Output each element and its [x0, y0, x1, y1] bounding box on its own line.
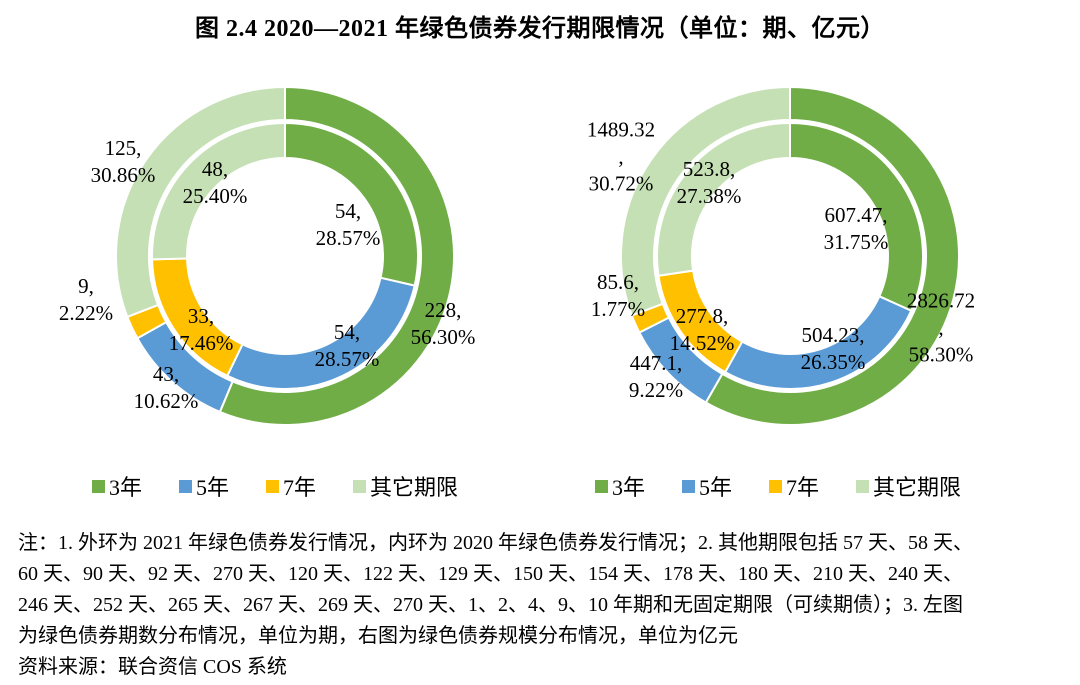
- legend-label-7y: 7年: [283, 475, 317, 500]
- legend-swatch-7y-icon: [266, 479, 280, 493]
- donut-slice-outer-3: [620, 85, 791, 317]
- data-label-right-3y-outer: 2826.72 , 58.30%: [906, 288, 976, 367]
- legend-swatch-other-icon: [353, 479, 367, 493]
- donut-chart-issue-amounts: [620, 85, 960, 426]
- data-label-left-3y-outer: 228, 56.30%: [410, 298, 476, 349]
- data-label-left-7y-outer: 9, 2.22%: [58, 274, 114, 325]
- legend-swatch-3y-icon: [595, 479, 608, 493]
- legend-right: 3年 5年 7年 其它期限: [595, 470, 961, 502]
- legend-label-3y: 3年: [612, 475, 646, 500]
- donut-chart-issue-counts: [115, 85, 455, 426]
- legend-label-3y: 3年: [109, 475, 143, 500]
- footnote-line: 注：1. 外环为 2021 年绿色债券发行情况，内环为 2020 年绿色债券发行…: [18, 532, 973, 554]
- data-label-right-5y-inner: 504.23, 26.35%: [800, 323, 866, 374]
- donut-slice-inner-3: [151, 121, 286, 261]
- legend-swatch-7y-icon: [769, 479, 783, 493]
- legend-item-other: 其它期限: [856, 470, 961, 502]
- legend-item-other: 其它期限: [353, 470, 458, 502]
- legend-label-other: 其它期限: [370, 475, 459, 500]
- donut-slice-outer-0: [218, 85, 455, 426]
- legend-label-other: 其它期限: [873, 475, 962, 500]
- donut-slice-outer-0: [704, 85, 960, 426]
- data-label-left-5y-inner: 54, 28.57%: [314, 320, 380, 371]
- footnote-line: 为绿色债券期数分布情况，单位为期，右图为绿色债券规模分布情况，单位为亿元: [18, 625, 738, 647]
- data-label-left-other-outer: 125, 30.86%: [90, 136, 156, 187]
- data-label-left-7y-inner: 33, 17.46%: [168, 304, 234, 355]
- data-label-right-7y-outer: 85.6, 1.77%: [590, 270, 646, 321]
- data-label-right-other-outer: 1489.32 , 30.72%: [586, 117, 656, 196]
- data-label-right-3y-inner: 607.47, 31.75%: [823, 203, 889, 254]
- footnote-line: 60 天、90 天、92 天、270 天、120 天、122 天、129 天、1…: [18, 563, 963, 585]
- footnotes: 注：1. 外环为 2021 年绿色债券发行情况，内环为 2020 年绿色债券发行…: [18, 528, 1076, 683]
- legend-label-5y: 5年: [699, 475, 733, 500]
- legend-swatch-5y-icon: [179, 479, 193, 493]
- legend-label-7y: 7年: [786, 475, 820, 500]
- footnote-line: 246 天、252 天、265 天、267 天、269 天、270 天、1、2、…: [18, 594, 963, 616]
- donut-slice-inner-3: [656, 121, 791, 277]
- legend-left: 3年 5年 7年 其它期限: [92, 470, 458, 502]
- donut-slice-outer-3: [115, 85, 286, 319]
- legend-swatch-other-icon: [856, 479, 870, 493]
- figure-title: 图 2.4 2020—2021 年绿色债券发行期限情况（单位：期、亿元）: [195, 16, 885, 42]
- legend-item-5y: 5年: [682, 470, 732, 502]
- data-label-left-other-inner: 48, 25.40%: [182, 157, 248, 208]
- legend-item-5y: 5年: [179, 470, 229, 502]
- legend-swatch-5y-icon: [682, 479, 696, 493]
- legend-item-7y: 7年: [769, 470, 819, 502]
- data-label-right-5y-outer: 447.1, 9.22%: [628, 351, 684, 402]
- data-label-left-5y-outer: 43, 10.62%: [133, 362, 199, 413]
- legend-label-5y: 5年: [196, 475, 230, 500]
- data-label-left-3y-inner: 54, 28.57%: [315, 199, 381, 250]
- legend-item-7y: 7年: [266, 470, 316, 502]
- data-label-right-7y-inner: 277.8, 14.52%: [669, 304, 735, 355]
- legend-item-3y: 3年: [92, 470, 142, 502]
- legend-swatch-3y-icon: [92, 479, 105, 493]
- legend-item-3y: 3年: [595, 470, 645, 502]
- source-line: 资料来源：联合资信 COS 系统: [18, 656, 287, 678]
- data-label-right-other-inner: 523.8, 27.38%: [676, 157, 742, 208]
